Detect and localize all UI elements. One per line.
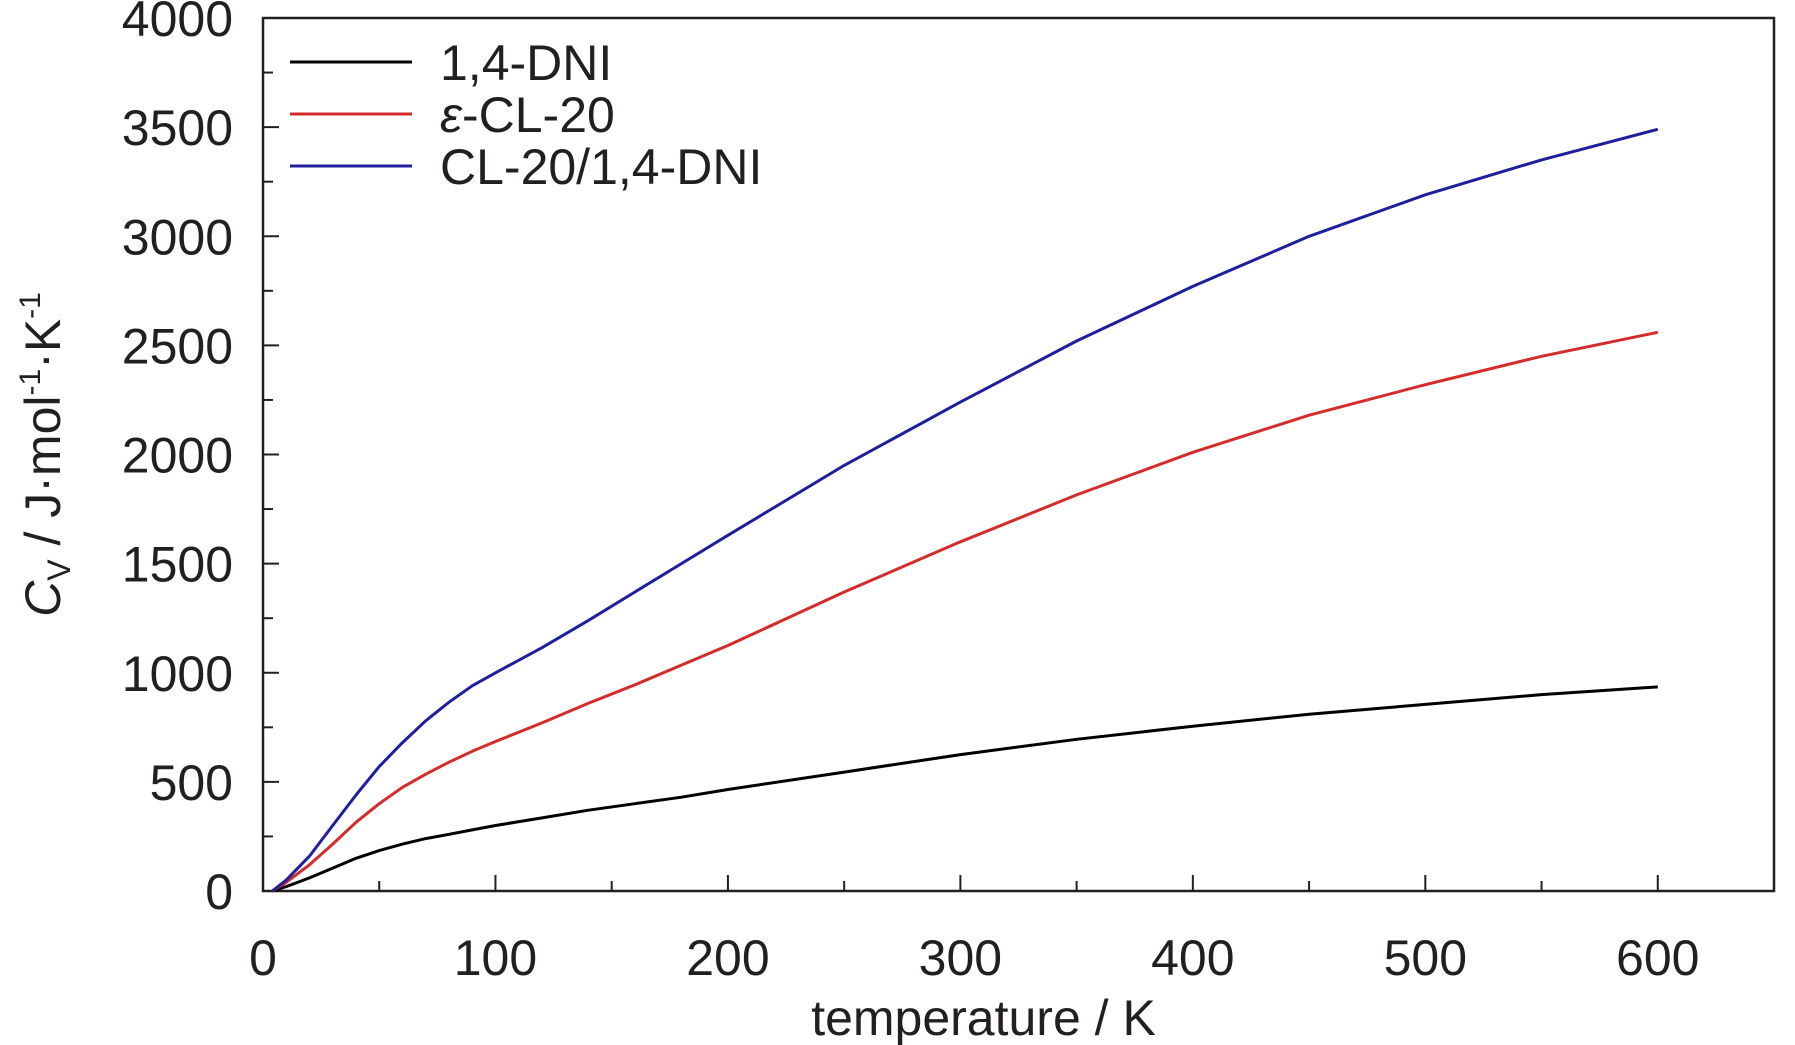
series-line-3 bbox=[271, 127, 1659, 893]
y-tick-label: 3500 bbox=[122, 100, 233, 156]
y-axis-unit: / J·mol bbox=[15, 396, 71, 560]
y-tick-label: 500 bbox=[150, 755, 233, 811]
y-tick-label: 0 bbox=[205, 864, 233, 920]
x-tick-label: 0 bbox=[249, 930, 277, 986]
y-tick-label: 2000 bbox=[122, 428, 233, 484]
series-lines bbox=[271, 127, 1659, 893]
x-tick-label: 100 bbox=[454, 930, 537, 986]
y-axis-superscript-2: -1 bbox=[14, 292, 47, 319]
x-axis-title: temperature / K bbox=[811, 990, 1156, 1045]
y-tick-label: 4000 bbox=[122, 0, 233, 47]
series-line-2 bbox=[271, 330, 1659, 893]
legend-label-2: ε-CL-20 bbox=[440, 87, 615, 143]
y-axis-superscript-1: -1 bbox=[14, 369, 47, 396]
x-tick-label: 200 bbox=[686, 930, 769, 986]
legend-label-3: CL-20/1,4-DNI bbox=[440, 139, 762, 195]
legend-label-prefix: ε bbox=[440, 87, 463, 143]
x-tick-label: 500 bbox=[1384, 930, 1467, 986]
y-tick-label: 2500 bbox=[122, 318, 233, 374]
legend-label-1: 1,4-DNI bbox=[440, 35, 612, 91]
series-line-1 bbox=[271, 685, 1658, 893]
y-tick-label: 3000 bbox=[122, 209, 233, 265]
x-tick-label: 400 bbox=[1151, 930, 1234, 986]
x-tick-labels: 0 100 200 300 400 500 600 bbox=[249, 930, 1699, 986]
y-tick-label: 1000 bbox=[122, 646, 233, 702]
y-axis-unit-k: ·K bbox=[15, 319, 71, 369]
y-tick-labels: 0 500 1000 1500 2000 2500 3000 3500 4000 bbox=[122, 0, 233, 920]
y-axis-subscript: V bbox=[41, 559, 77, 581]
axis-ticks bbox=[262, 17, 1659, 892]
x-tick-label: 300 bbox=[919, 930, 1002, 986]
y-axis-title: CV / J·mol-1·K-1 bbox=[14, 292, 77, 617]
y-axis-symbol: C bbox=[15, 580, 71, 617]
x-tick-label: 600 bbox=[1616, 930, 1699, 986]
y-tick-label: 1500 bbox=[122, 537, 233, 593]
legend-label-name: -CL-20 bbox=[462, 87, 615, 143]
